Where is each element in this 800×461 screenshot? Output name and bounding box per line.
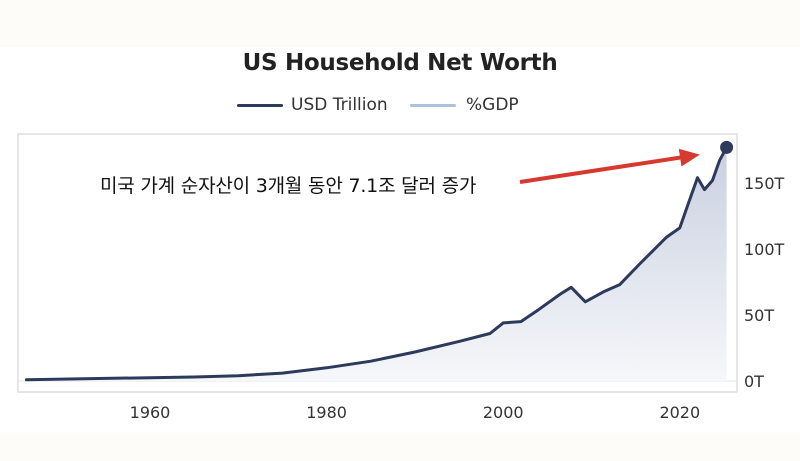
red-arrow-icon <box>519 148 700 184</box>
y-tick-label-0T: 0T <box>744 372 764 391</box>
legend-label-usd-trillion: USD Trillion <box>291 95 388 115</box>
data-point-1960 <box>148 376 152 380</box>
legend-swatch-usd-trillion <box>237 104 283 107</box>
data-point-1946 <box>24 378 28 382</box>
data-point-1990 <box>413 350 417 354</box>
y-axis: 0T 50T 100T 150T <box>744 174 785 391</box>
data-point-2011.5 <box>603 289 607 293</box>
data-point-2013.2 <box>618 283 622 287</box>
data-point-2015.5 <box>638 262 642 266</box>
chart-legend: USD Trillion %GDP <box>0 94 800 118</box>
annotation-text: 미국 가계 순자산이 3개월 동안 7.1조 달러 증가 <box>100 175 477 197</box>
data-point-2023.7 <box>710 178 714 182</box>
data-point-2020 <box>678 226 682 230</box>
x-tick-label-1960: 1960 <box>130 403 171 422</box>
y-tick-label-50T: 50T <box>744 306 774 325</box>
data-point-1980 <box>325 366 329 370</box>
data-point-2022.8 <box>703 188 707 192</box>
chart-title: US Household Net Worth <box>242 50 558 76</box>
data-point-2018.5 <box>665 235 669 239</box>
x-tick-label-2020: 2020 <box>659 403 700 422</box>
data-point-1998.5 <box>488 331 492 335</box>
series-line-usd-trillion <box>24 145 729 382</box>
y-tick-label-100T: 100T <box>744 240 785 259</box>
data-point-2024.5 <box>718 159 722 163</box>
legend-label-gdp: %GDP <box>466 95 519 115</box>
data-point-1995 <box>457 339 461 343</box>
x-axis: 1960 1980 2000 2020 <box>130 403 701 422</box>
data-point-1975 <box>280 371 284 375</box>
series-area-fill-usd-trillion <box>26 147 727 381</box>
data-point-2009.3 <box>583 300 587 304</box>
x-tick-label-1980: 1980 <box>306 403 347 422</box>
data-point-1955 <box>104 376 108 380</box>
data-point-2022 <box>695 176 699 180</box>
data-point-2000 <box>501 321 505 325</box>
data-point-1970 <box>236 374 240 378</box>
legend-swatch-gdp <box>410 104 456 107</box>
y-tick-label-150T: 150T <box>744 174 785 193</box>
data-point-2021 <box>687 201 691 205</box>
data-point-2007.7 <box>569 285 573 289</box>
data-point-2004 <box>537 308 541 312</box>
x-tick-label-2000: 2000 <box>483 403 524 422</box>
data-point-1985 <box>369 359 373 363</box>
data-point-1965 <box>192 375 196 379</box>
data-point-2002 <box>519 320 523 324</box>
data-point-2006.5 <box>559 292 563 296</box>
latest-point-marker[interactable] <box>720 140 734 154</box>
annotation-arrow <box>519 148 700 184</box>
